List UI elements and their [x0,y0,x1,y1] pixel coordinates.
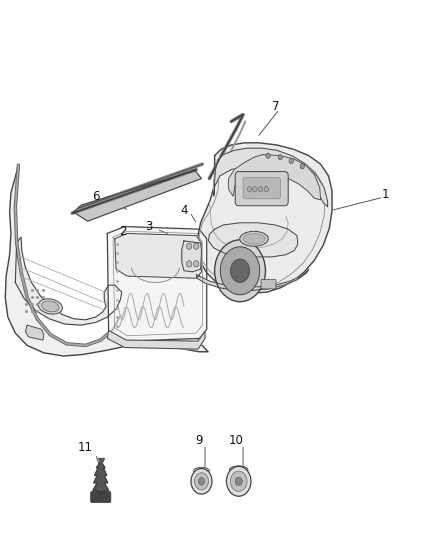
Text: 2: 2 [119,225,127,238]
Circle shape [235,477,242,486]
Polygon shape [5,165,208,356]
Ellipse shape [240,231,268,246]
Text: 9: 9 [195,434,203,447]
Polygon shape [208,223,298,257]
Ellipse shape [230,466,248,473]
Polygon shape [25,325,44,340]
Circle shape [300,164,304,169]
Ellipse shape [39,299,62,314]
Polygon shape [182,241,201,272]
Ellipse shape [194,467,209,474]
Circle shape [247,187,252,192]
Polygon shape [107,330,205,349]
Polygon shape [198,143,332,293]
Text: 4: 4 [180,204,188,217]
Circle shape [226,466,251,496]
Circle shape [187,261,192,267]
Polygon shape [115,233,201,278]
Circle shape [198,478,205,485]
Circle shape [264,187,268,192]
Circle shape [194,473,208,490]
FancyBboxPatch shape [243,177,280,199]
Polygon shape [214,148,328,207]
Polygon shape [74,171,201,221]
FancyBboxPatch shape [235,172,288,206]
Circle shape [253,187,257,192]
Circle shape [258,187,263,192]
Polygon shape [229,155,321,200]
Circle shape [230,471,247,491]
Text: 10: 10 [229,434,244,447]
Circle shape [278,155,283,160]
Circle shape [215,240,265,302]
Circle shape [187,243,192,249]
Circle shape [230,259,250,282]
Text: 7: 7 [272,100,280,113]
Polygon shape [107,227,207,341]
Circle shape [194,243,199,249]
Ellipse shape [42,301,59,312]
Text: 6: 6 [92,190,99,203]
Text: 11: 11 [78,441,93,454]
Polygon shape [196,269,309,290]
Circle shape [191,469,212,494]
Circle shape [194,261,199,267]
Text: 1: 1 [381,188,389,201]
Polygon shape [93,461,109,495]
Polygon shape [15,237,122,325]
Ellipse shape [243,233,265,244]
Circle shape [266,153,270,158]
Circle shape [220,247,260,295]
FancyBboxPatch shape [91,491,111,503]
FancyBboxPatch shape [261,279,276,289]
Circle shape [289,158,293,164]
Text: 3: 3 [145,220,152,233]
